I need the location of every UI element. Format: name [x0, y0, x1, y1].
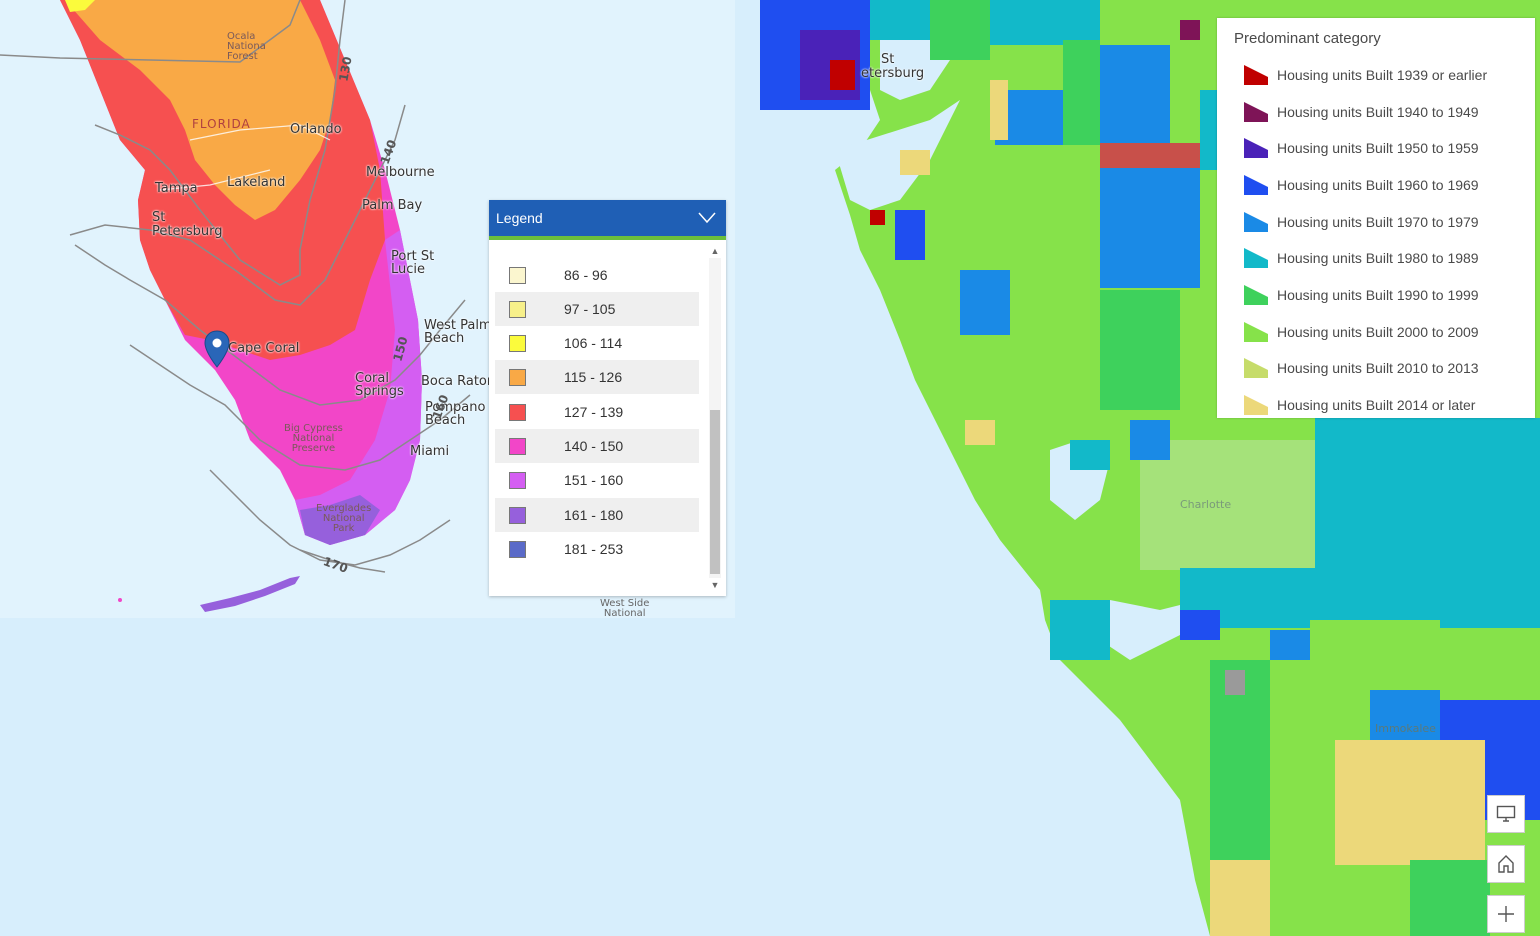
legend-swatch	[509, 540, 526, 558]
place-charlotte: Charlotte	[1180, 498, 1232, 511]
category-legend-panel: Predominant category Housing units Built…	[1217, 18, 1535, 418]
place-coral-springs: Coral Springs	[355, 371, 404, 399]
category-legend-label: Housing units Built 2000 to 2009	[1277, 324, 1479, 340]
category-legend-item: Housing units Built 1960 to 1969	[1242, 172, 1479, 198]
place-lakeland: Lakeland	[227, 175, 286, 190]
legend-item: 86 - 96	[495, 258, 699, 292]
monitor-button[interactable]	[1487, 795, 1525, 833]
category-legend-label: Housing units Built 1940 to 1949	[1277, 104, 1479, 120]
place-melbourne: Melbourne	[366, 165, 435, 180]
legend-swatch	[509, 368, 526, 386]
category-legend-label: Housing units Built 1990 to 1999	[1277, 287, 1479, 303]
legend-title: Legend	[496, 210, 543, 226]
legend-label: 151 - 160	[564, 472, 624, 488]
legend-swatch	[509, 334, 526, 352]
category-legend-title: Predominant category	[1234, 30, 1381, 47]
scroll-down-icon[interactable]: ▼	[710, 580, 720, 590]
place-st-petersburg-left: St Petersburg	[152, 210, 223, 239]
legend-header[interactable]: Legend	[489, 200, 726, 240]
legend-swatch	[1244, 248, 1268, 268]
home-button[interactable]	[1487, 845, 1525, 883]
place-st-petersburg-right: St etersburg	[861, 52, 925, 81]
place-boca-raton: Boca Raton	[421, 374, 496, 389]
legend-label: 86 - 96	[564, 267, 608, 283]
legend-swatch	[1244, 285, 1268, 305]
category-legend-label: Housing units Built 1960 to 1969	[1277, 177, 1479, 193]
category-legend-item: Housing units Built 1939 or earlier	[1242, 62, 1487, 88]
place-miami: Miami	[410, 444, 450, 459]
category-legend-item: Housing units Built 1970 to 1979	[1242, 209, 1479, 235]
monitor-icon	[1496, 805, 1516, 822]
category-legend-item: Housing units Built 1990 to 1999	[1242, 282, 1479, 308]
category-legend-item: Housing units Built 2014 or later	[1242, 392, 1475, 418]
legend-swatch	[1244, 322, 1268, 342]
zoom-in-icon	[1498, 906, 1514, 922]
place-tampa: Tampa	[155, 181, 198, 196]
legend-swatch	[509, 403, 526, 421]
zoom-in-button[interactable]	[1487, 895, 1525, 933]
legend-swatch	[1244, 212, 1268, 232]
place-big-cypress: Big Cypress National Preserve	[284, 423, 343, 454]
category-legend-item: Housing units Built 1950 to 1959	[1242, 135, 1479, 161]
place-immokalee: Immokalee	[1375, 722, 1436, 735]
place-palm-bay: Palm Bay	[362, 198, 423, 213]
legend-label: 115 - 126	[564, 369, 623, 385]
legend-swatch	[1244, 175, 1268, 195]
home-icon	[1498, 855, 1514, 873]
legend-item: 161 - 180	[495, 498, 699, 532]
legend-swatch	[509, 506, 526, 524]
place-florida: FLORIDA	[192, 117, 251, 131]
place-everglades: Everglades National Park	[316, 503, 372, 534]
legend-item: 151 - 160	[495, 463, 699, 497]
legend-scrollbar[interactable]: ▲ ▼	[707, 244, 723, 592]
place-pompano-beach: Pompano Beach	[425, 400, 486, 428]
legend-swatch	[1244, 102, 1268, 122]
legend-item: 181 - 253	[495, 532, 699, 566]
place-west-palm-beach: West Palm Beach	[424, 318, 492, 346]
legend-item: 97 - 105	[495, 292, 699, 326]
legend-swatch	[509, 266, 526, 284]
legend-label: 106 - 114	[564, 335, 623, 351]
legend-swatch	[1244, 358, 1268, 378]
place-ocala: Ocala Nationa Forest	[227, 31, 266, 62]
legend-label: 97 - 105	[564, 301, 616, 317]
category-legend-item: Housing units Built 2010 to 2013	[1242, 355, 1479, 381]
legend-swatch	[1244, 395, 1268, 415]
legend-item: 106 - 114	[495, 326, 699, 360]
place-west-side-national: West Side National	[600, 598, 650, 619]
place-orlando: Orlando	[290, 122, 342, 137]
legend-list: 86 - 96 97 - 105 106 - 114 115 - 126 127…	[489, 240, 707, 596]
place-cape-coral: Cape Coral	[228, 341, 300, 356]
wind-speed-zones	[60, 0, 422, 612]
legend-label: 161 - 180	[564, 507, 624, 523]
legend-item: 140 - 150	[495, 429, 699, 463]
legend-swatch	[509, 300, 526, 318]
legend-swatch	[1244, 138, 1268, 158]
chevron-down-icon[interactable]	[698, 211, 716, 225]
legend-item: 115 - 126	[495, 360, 699, 394]
legend-item: 127 - 139	[495, 395, 699, 429]
category-legend-label: Housing units Built 2014 or later	[1277, 397, 1476, 413]
category-legend-item: Housing units Built 1940 to 1949	[1242, 99, 1479, 125]
map-pin-icon[interactable]	[204, 330, 230, 368]
legend-swatch	[509, 437, 526, 455]
scroll-up-icon[interactable]: ▲	[710, 246, 720, 256]
scroll-thumb[interactable]	[710, 410, 720, 574]
category-legend-label: Housing units Built 1970 to 1979	[1277, 214, 1479, 230]
category-legend-label: Housing units Built 1950 to 1959	[1277, 140, 1479, 156]
legend-label: 127 - 139	[564, 404, 624, 420]
category-legend-item: Housing units Built 2000 to 2009	[1242, 319, 1479, 345]
legend-label: 140 - 150	[564, 438, 624, 454]
category-legend-label: Housing units Built 1980 to 1989	[1277, 250, 1479, 266]
category-legend-label: Housing units Built 2010 to 2013	[1277, 360, 1479, 376]
legend-panel: Legend 86 - 96 97 - 105 106 - 114 115 - …	[489, 200, 726, 596]
place-port-st-lucie: Port St Lucie	[391, 249, 435, 277]
legend-swatch	[509, 471, 526, 489]
category-legend-label: Housing units Built 1939 or earlier	[1277, 67, 1488, 83]
category-legend-item: Housing units Built 1980 to 1989	[1242, 245, 1479, 271]
legend-label: 181 - 253	[564, 541, 624, 557]
contour-lines	[0, 0, 471, 573]
legend-swatch	[1244, 65, 1268, 85]
